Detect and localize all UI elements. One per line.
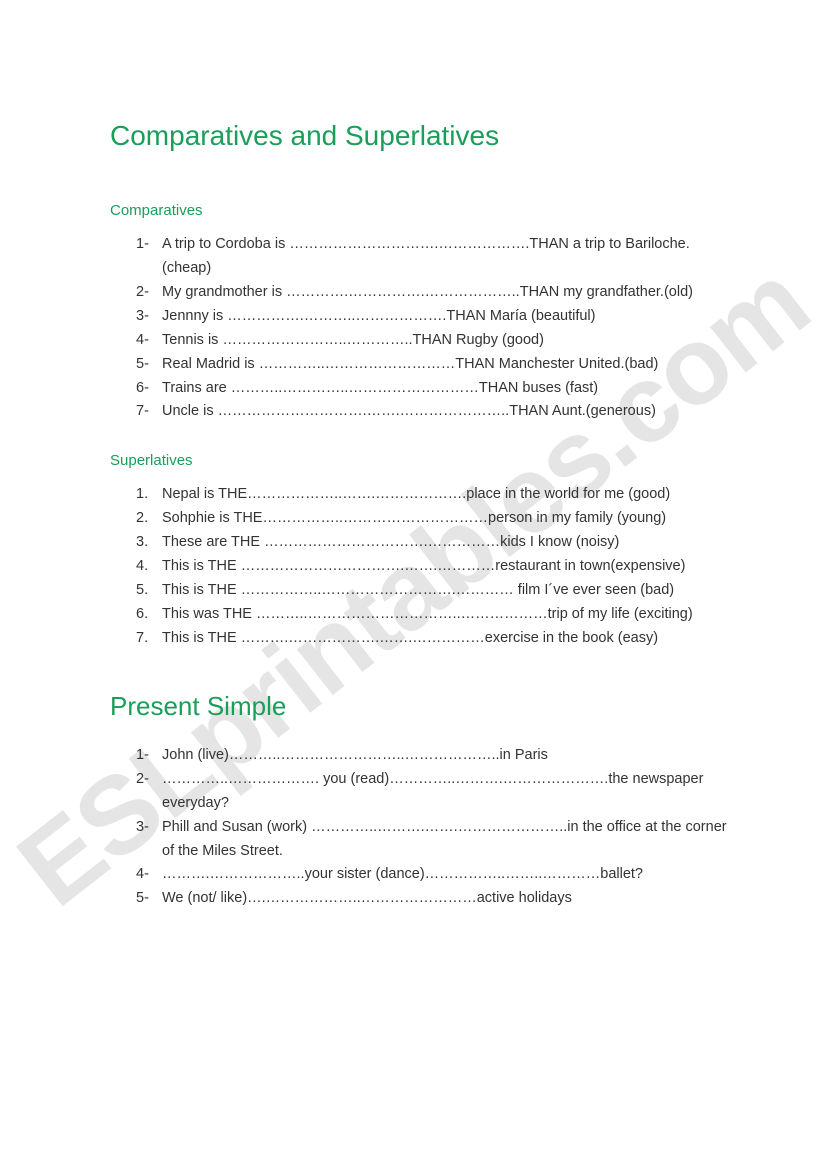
exercise-list: 1-John (live)………..……………………..………………..in P…: [110, 744, 736, 911]
item-text: Phill and Susan (work) …………..……….…….……………: [162, 816, 736, 864]
list-item: 3-Jennny is …………….………..……………….THAN María…: [136, 305, 736, 329]
item-text: ……….………………..your sister (dance)……………..………: [162, 863, 736, 887]
item-number: 1.: [136, 483, 162, 507]
item-number: 6-: [136, 377, 162, 401]
item-number: 4-: [136, 329, 162, 353]
list-item: 4.This is THE …………………………….…….…………restaur…: [136, 555, 736, 579]
list-item: 5-Real Madrid is …………..………………………THAN Man…: [136, 353, 736, 377]
section-heading: Superlatives: [110, 452, 736, 469]
item-number: 4-: [136, 863, 162, 887]
list-item: 3-Phill and Susan (work) …………..……….…….………: [136, 816, 736, 864]
item-text: Trains are ………..…………..………………………THAN buse…: [162, 377, 736, 401]
item-text: John (live)………..……………………..………………..in Par…: [162, 744, 736, 768]
section-heading: Comparatives: [110, 202, 736, 219]
list-item: 6.This was THE ………..…………………………..………………tr…: [136, 603, 736, 627]
item-number: 7-: [136, 400, 162, 424]
item-number: 1-: [136, 233, 162, 257]
item-text: Jennny is …………….………..……………….THAN María (…: [162, 305, 736, 329]
page-title: Comparatives and Superlatives: [110, 120, 736, 152]
item-text: A trip to Cordoba is ………………………….……………….T…: [162, 233, 736, 281]
item-number: 5-: [136, 887, 162, 911]
item-text: These are THE …………………………….……………kids I kn…: [162, 531, 736, 555]
item-text: Uncle is ………………………….…….…………………..THAN Aun…: [162, 400, 736, 424]
list-item: 5.This is THE ……………..……………………….………… film…: [136, 579, 736, 603]
item-text: This is THE ……….……………….…….……………exercise …: [162, 627, 736, 651]
section-heading: Present Simple: [110, 691, 736, 722]
list-item: 6-Trains are ………..…………..………………………THAN bu…: [136, 377, 736, 401]
item-text: Tennis is ……………………..…………..THAN Rugby (go…: [162, 329, 736, 353]
list-item: 2.Sohphie is THE……………..…………………………person …: [136, 507, 736, 531]
list-item: 7-Uncle is ………………………….…….…………………..THAN A…: [136, 400, 736, 424]
list-item: 1-John (live)………..……………………..………………..in P…: [136, 744, 736, 768]
list-item: 5-We (not/ like)….………………..……………………active…: [136, 887, 736, 911]
list-item: 4-Tennis is ……………………..…………..THAN Rugby (…: [136, 329, 736, 353]
item-text: Nepal is THE………………..…….……………….place in t…: [162, 483, 736, 507]
item-number: 2.: [136, 507, 162, 531]
exercise-list: 1.Nepal is THE………………..…….……………….place in…: [110, 483, 736, 650]
item-text: We (not/ like)….………………..……………………active h…: [162, 887, 736, 911]
item-text: Sohphie is THE……………..…………………………person in…: [162, 507, 736, 531]
item-text: …………..………………. you (read)…………..……….…………………: [162, 768, 736, 816]
item-number: 5-: [136, 353, 162, 377]
item-number: 2-: [136, 281, 162, 305]
item-text: This was THE ………..…………………………..………………trip…: [162, 603, 736, 627]
item-number: 3.: [136, 531, 162, 555]
list-item: 1-A trip to Cordoba is ………………………….…………………: [136, 233, 736, 281]
item-number: 4.: [136, 555, 162, 579]
item-text: Real Madrid is …………..………………………THAN Manch…: [162, 353, 736, 377]
item-number: 5.: [136, 579, 162, 603]
item-number: 3-: [136, 305, 162, 329]
exercise-list: 1-A trip to Cordoba is ………………………….…………………: [110, 233, 736, 424]
list-item: 2-…………..………………. you (read)…………..……….……………: [136, 768, 736, 816]
list-item: 4-……….………………..your sister (dance)……………..…: [136, 863, 736, 887]
item-number: 3-: [136, 816, 162, 840]
worksheet-page: Comparatives and Superlatives Comparativ…: [0, 0, 826, 999]
list-item: 2-My grandmother is ………….…………….………………..T…: [136, 281, 736, 305]
item-number: 1-: [136, 744, 162, 768]
list-item: 7.This is THE ……….……………….…….……………exercis…: [136, 627, 736, 651]
item-text: My grandmother is ………….…………….………………..THA…: [162, 281, 736, 305]
item-text: This is THE ……………..……………………….………… film I…: [162, 579, 736, 603]
item-number: 2-: [136, 768, 162, 792]
item-number: 6.: [136, 603, 162, 627]
list-item: 1.Nepal is THE………………..…….……………….place in…: [136, 483, 736, 507]
item-text: This is THE …………………………….…….…………restauran…: [162, 555, 736, 579]
list-item: 3.These are THE …………………………….……………kids I …: [136, 531, 736, 555]
item-number: 7.: [136, 627, 162, 651]
